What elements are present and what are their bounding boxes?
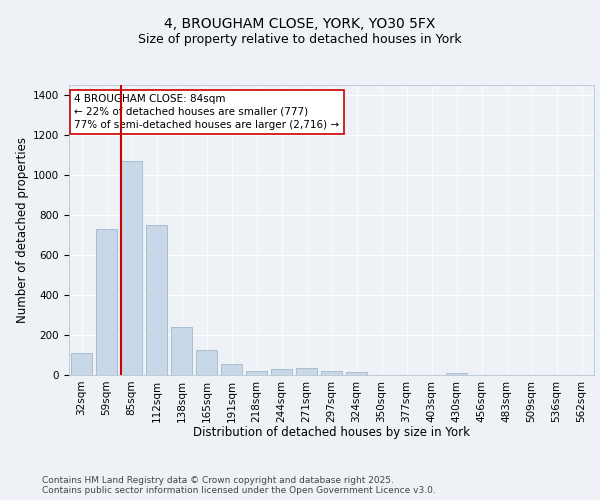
Text: 4 BROUGHAM CLOSE: 84sqm
← 22% of detached houses are smaller (777)
77% of semi-d: 4 BROUGHAM CLOSE: 84sqm ← 22% of detache… [74,94,340,130]
Bar [346,372,367,375]
Bar [146,225,167,375]
Text: 4, BROUGHAM CLOSE, YORK, YO30 5FX: 4, BROUGHAM CLOSE, YORK, YO30 5FX [164,18,436,32]
Bar [446,373,467,375]
Y-axis label: Number of detached properties: Number of detached properties [16,137,29,323]
Bar [221,364,242,375]
Bar [96,229,117,375]
Bar [296,368,317,375]
Bar [321,371,342,375]
Bar [271,369,292,375]
Bar [171,327,192,375]
Bar [121,161,142,375]
Bar [196,350,217,375]
Text: Contains HM Land Registry data © Crown copyright and database right 2025.
Contai: Contains HM Land Registry data © Crown c… [42,476,436,495]
Bar [246,371,267,375]
Text: Size of property relative to detached houses in York: Size of property relative to detached ho… [138,32,462,46]
Bar [71,353,92,375]
X-axis label: Distribution of detached houses by size in York: Distribution of detached houses by size … [193,426,470,439]
